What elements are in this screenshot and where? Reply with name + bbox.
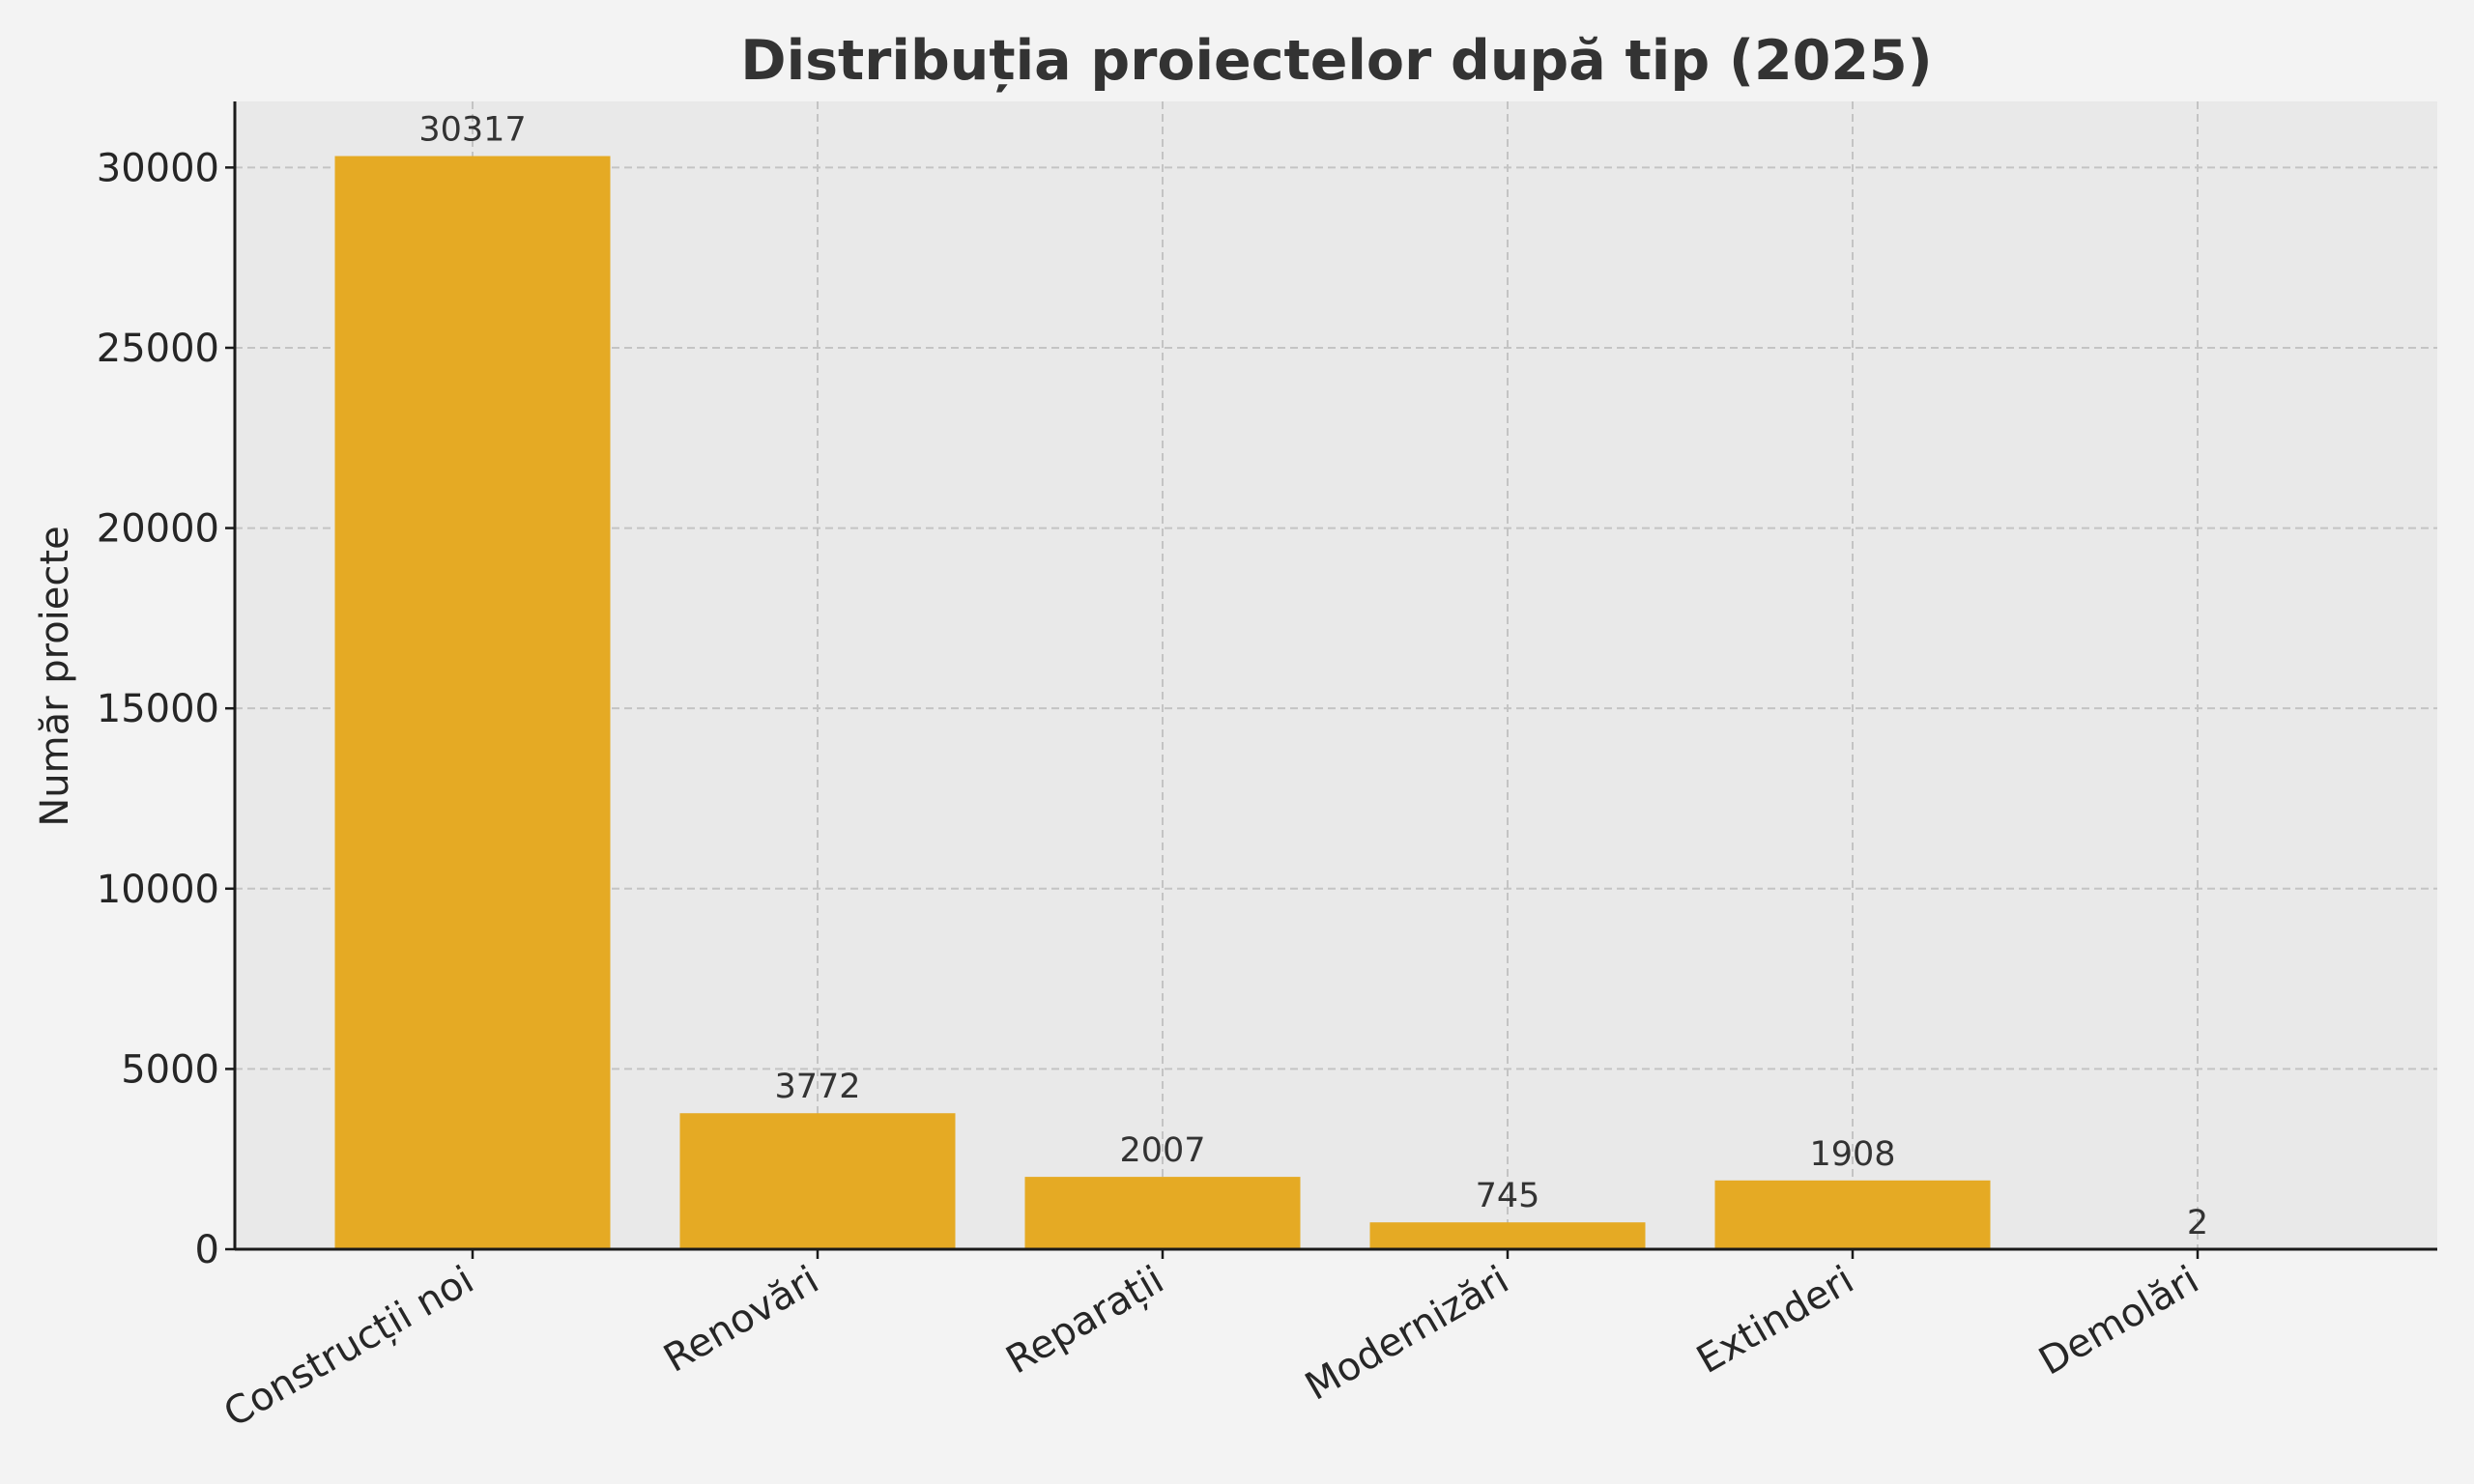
y-tick-label: 0 <box>195 1228 219 1272</box>
y-tick-label: 25000 <box>97 327 219 371</box>
chart-title: Distribuția proiectelor după tip (2025) <box>740 29 1932 93</box>
data-labels: 30317 3772 2007 745 1908 2 <box>418 111 2208 1242</box>
bar <box>679 1113 956 1249</box>
y-tick-label: 15000 <box>97 687 219 731</box>
y-tick-label: 10000 <box>97 868 219 912</box>
bar <box>1024 1177 1301 1249</box>
data-label: 3772 <box>774 1068 860 1106</box>
data-label: 1908 <box>1809 1135 1895 1174</box>
bar <box>1369 1222 1646 1249</box>
y-tick-label: 5000 <box>121 1047 219 1092</box>
bars <box>334 156 2336 1249</box>
y-tick-label: 20000 <box>97 507 219 552</box>
y-axis-label: Număr proiecte <box>33 526 77 826</box>
axes <box>233 101 2437 1251</box>
data-label: 745 <box>1476 1177 1540 1215</box>
y-tick-label: 30000 <box>97 146 219 190</box>
bar <box>334 156 611 1249</box>
data-label: 30317 <box>418 111 526 150</box>
data-label: 2007 <box>1119 1131 1205 1170</box>
y-axis-ticks: 0 5000 10000 15000 20000 25000 30000 <box>97 146 235 1272</box>
bar <box>1714 1180 1991 1249</box>
data-label: 2 <box>2187 1204 2208 1242</box>
